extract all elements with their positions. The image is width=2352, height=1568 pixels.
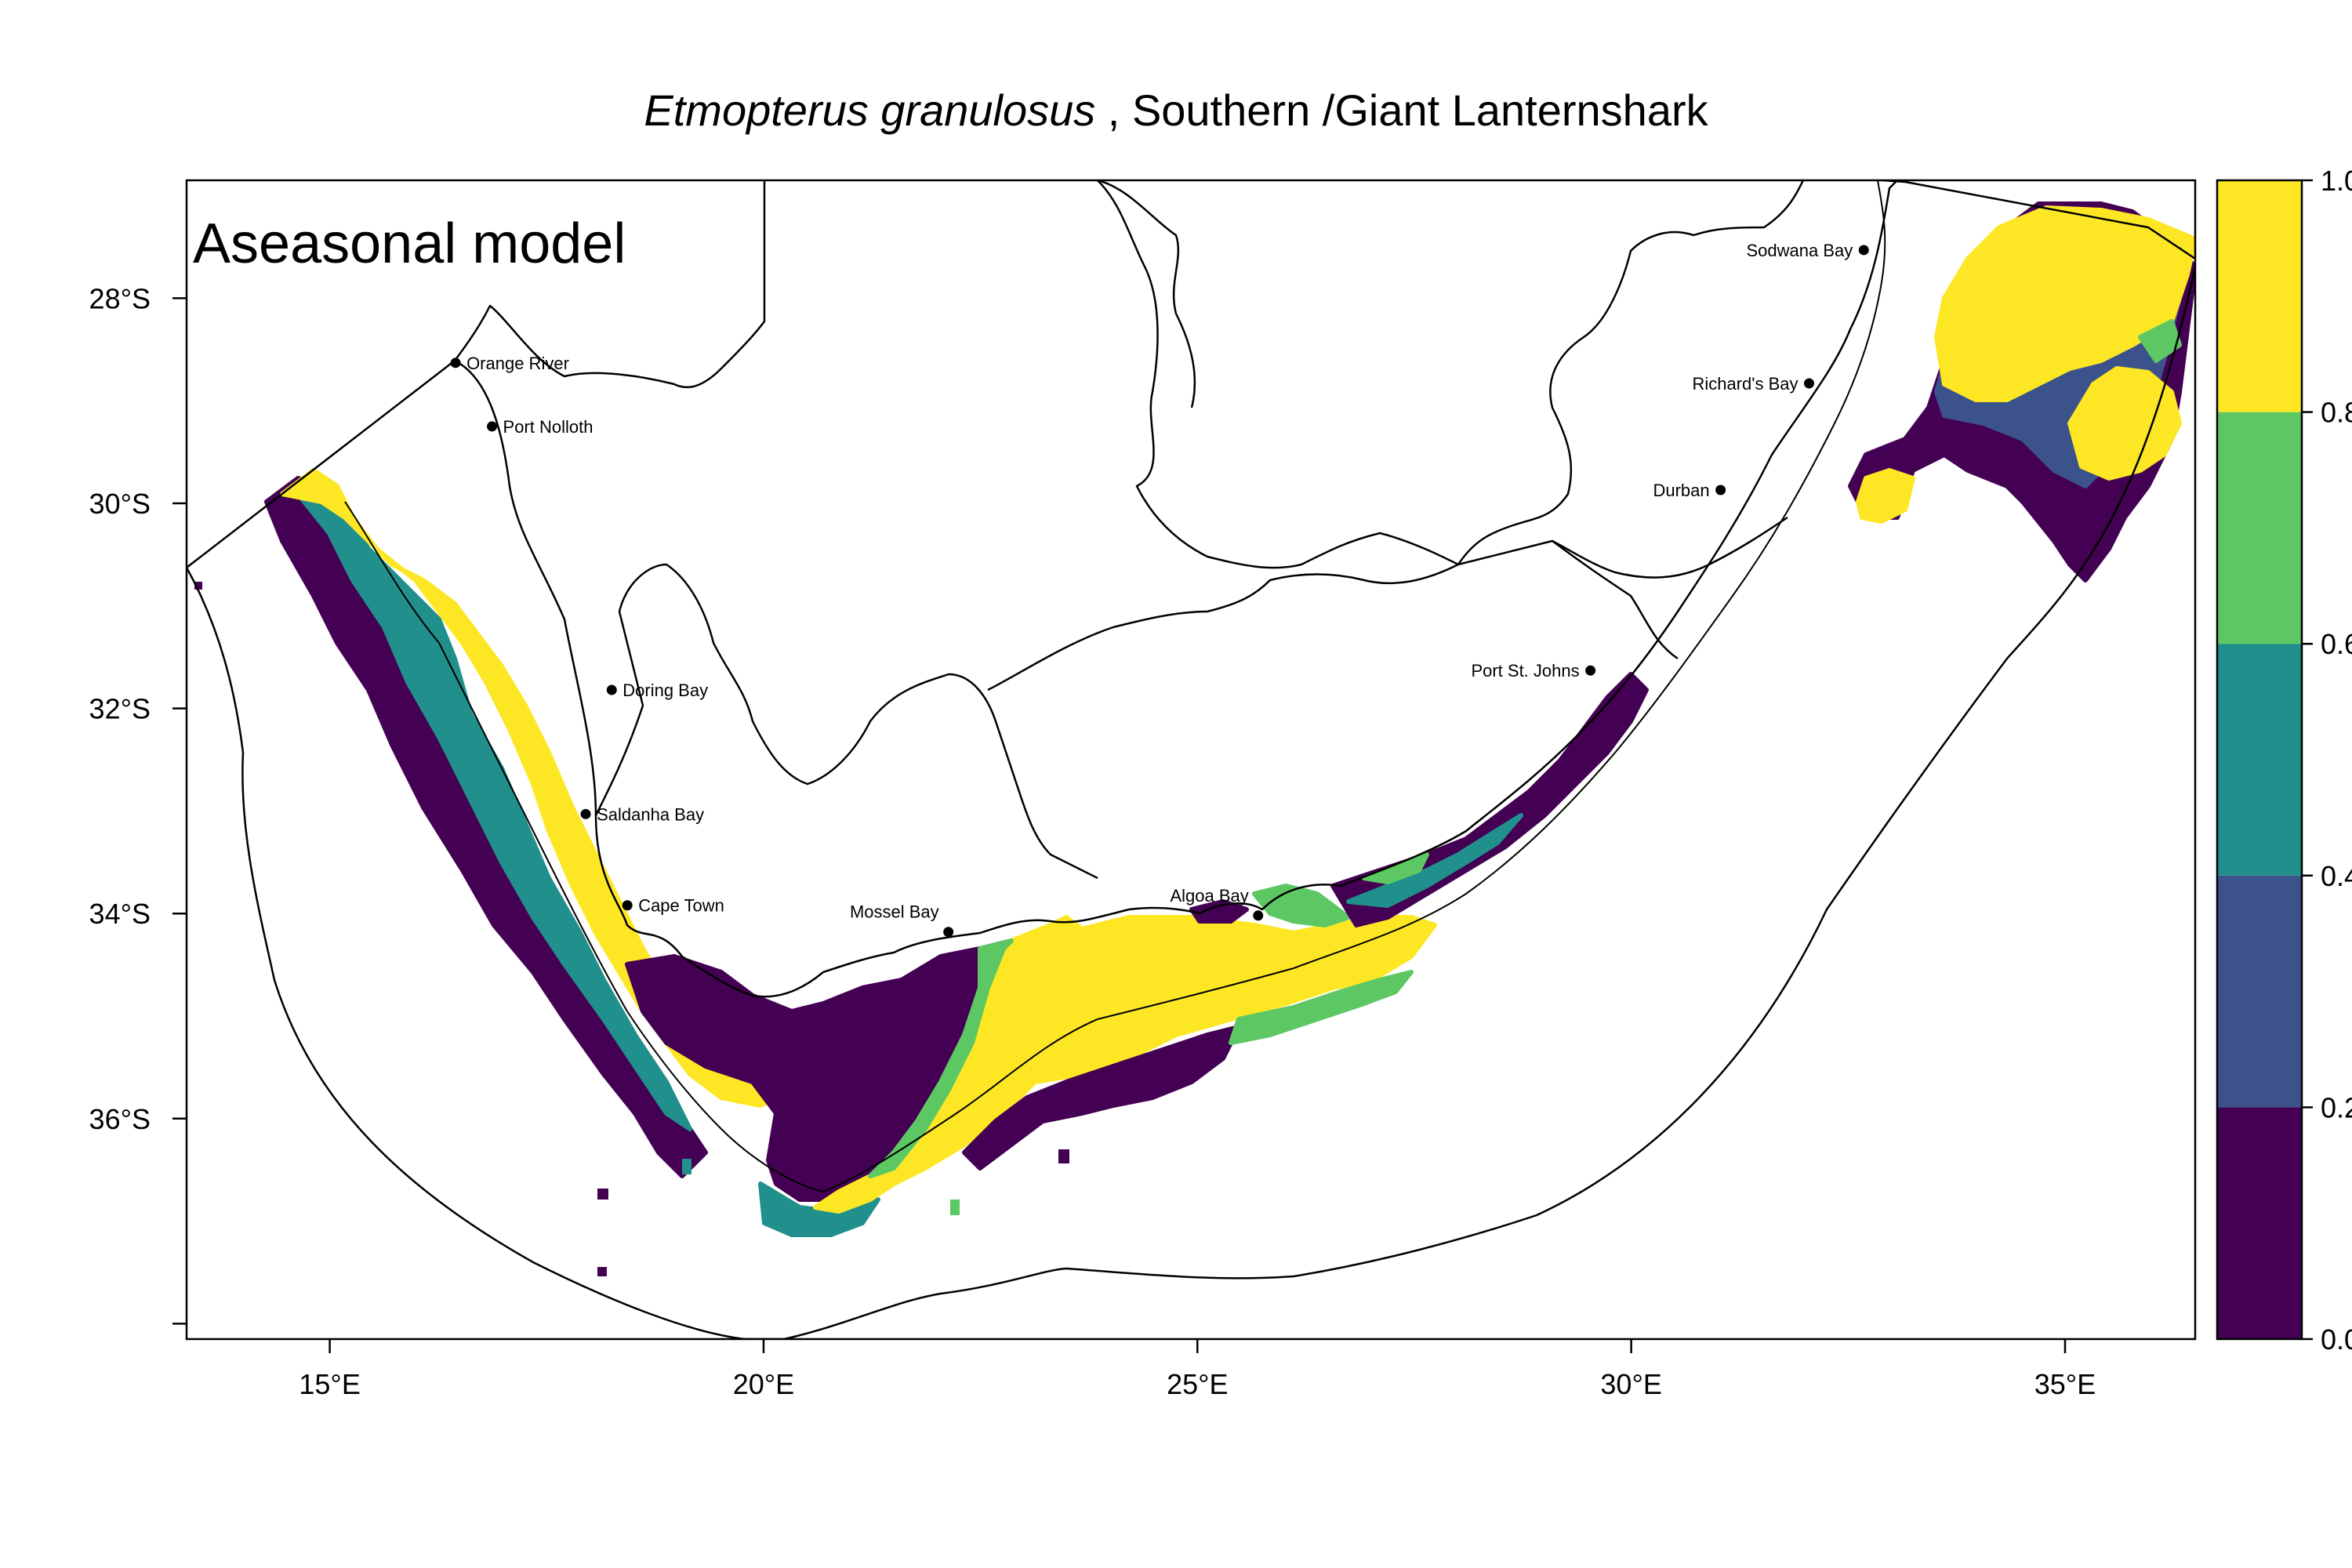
place-label: Port Nolloth [503, 417, 593, 437]
border-north [1097, 180, 1196, 408]
legend-swatch [2217, 412, 2302, 644]
place-markers: Orange River Port Nolloth Doring Bay Saldan… [450, 241, 1869, 938]
legend-label: 0.4 [2321, 860, 2352, 892]
y-axis: 28°S 30°S 32°S 34°S 36°S [89, 282, 187, 1325]
legend-label: 0.0 [2321, 1323, 2352, 1356]
raster-mozambique-high-small [1856, 468, 1915, 524]
plot-frame [185, 179, 2197, 1341]
place-label: Cape Town [638, 896, 724, 916]
place-label: Port St. Johns [1471, 661, 1579, 681]
map-title: Etmopterus granulosus , Southern /Giant … [0, 85, 2352, 136]
raster-south-band-mid [868, 938, 1014, 1178]
place-dot [1858, 245, 1869, 256]
x-tick-label: 15°E [299, 1368, 360, 1400]
y-tick-label: 34°S [89, 898, 151, 930]
x-tick-label: 30°E [1600, 1368, 1661, 1400]
raster-west-band-mid [296, 468, 692, 1131]
legend-label: 0.6 [2321, 628, 2352, 660]
map-boundaries [187, 180, 2195, 1339]
place-dot [1253, 910, 1264, 921]
raster-south-band-edge [1229, 970, 1414, 1045]
raster-east-band-mid [1346, 813, 1523, 908]
border-western-cape [594, 563, 1098, 880]
legend-label: 0.8 [2321, 397, 2352, 429]
border-eastern-cape [987, 539, 1679, 691]
coastline [187, 180, 1898, 998]
panel-label: Aseasonal model [193, 212, 626, 275]
raster-pixel [950, 1200, 960, 1215]
place-label: Sodwana Bay [1746, 241, 1853, 260]
raster-mozambique-high-north [1934, 205, 2195, 402]
raster-pixel [1058, 1149, 1069, 1163]
place-dot [487, 421, 498, 432]
raster-pixel [597, 1267, 607, 1276]
border-free-state [1457, 180, 1805, 565]
color-legend: 0.0 0.2 0.4 0.6 0.8 1.0 [2216, 165, 2352, 1356]
raster-south-band-offshore [962, 1025, 1241, 1171]
legend-label: 0.2 [2321, 1091, 2352, 1123]
place-dot [1804, 378, 1815, 389]
place-label: Saldanha Bay [597, 804, 704, 824]
eez-boundary [187, 266, 2195, 1339]
y-tick-label: 30°S [89, 488, 151, 520]
suitability-raster [194, 201, 2195, 1276]
border-northern-cape [1097, 180, 1459, 569]
legend-label: 1.0 [2321, 165, 2352, 197]
place-label: Richard's Bay [1692, 374, 1798, 394]
x-tick-label: 25°E [1167, 1368, 1228, 1400]
title-common-name: Southern /Giant Lanternshark [1131, 85, 1708, 135]
place-dot [1585, 665, 1596, 676]
legend-swatch [2217, 180, 2302, 412]
legend-swatch [2217, 875, 2302, 1108]
place-dot [606, 684, 617, 695]
y-tick-label: 28°S [89, 282, 151, 314]
border-kzn [1552, 516, 1788, 579]
raster-pixel [597, 1189, 608, 1200]
place-label: Durban [1653, 481, 1709, 500]
raster-pixel [682, 1159, 691, 1174]
legend-swatch [2217, 1107, 2302, 1339]
place-dot [943, 927, 954, 938]
place-dot [580, 808, 591, 819]
raster-south-band-high [813, 915, 1437, 1214]
raster-algoa-low [1189, 899, 1249, 924]
title-separator: , [1095, 85, 1132, 135]
place-label: Doring Bay [622, 681, 708, 700]
place-dot [622, 900, 633, 911]
raster-pixel [194, 582, 202, 590]
legend-swatch [2217, 644, 2302, 876]
border-namibia [453, 180, 766, 389]
place-label: Algoa Bay [1170, 886, 1248, 906]
raster-east-band-green [1362, 852, 1429, 884]
raster-mozambique-high-south [2067, 366, 2182, 481]
x-axis: 15°E 20°E 25°E 30°E 35°E [299, 1339, 2096, 1400]
title-species: Etmopterus granulosus [644, 85, 1096, 135]
legend-frame [2216, 179, 2303, 1341]
place-label: Orange River [466, 354, 569, 373]
x-tick-label: 20°E [733, 1368, 794, 1400]
place-dot [1715, 485, 1726, 495]
x-tick-label: 35°E [2034, 1368, 2096, 1400]
place-dot [450, 358, 461, 368]
place-label: Mossel Bay [850, 902, 939, 922]
raster-mozambique-green [2138, 319, 2182, 363]
y-tick-label: 36°S [89, 1103, 151, 1135]
y-tick-label: 32°S [89, 693, 151, 725]
